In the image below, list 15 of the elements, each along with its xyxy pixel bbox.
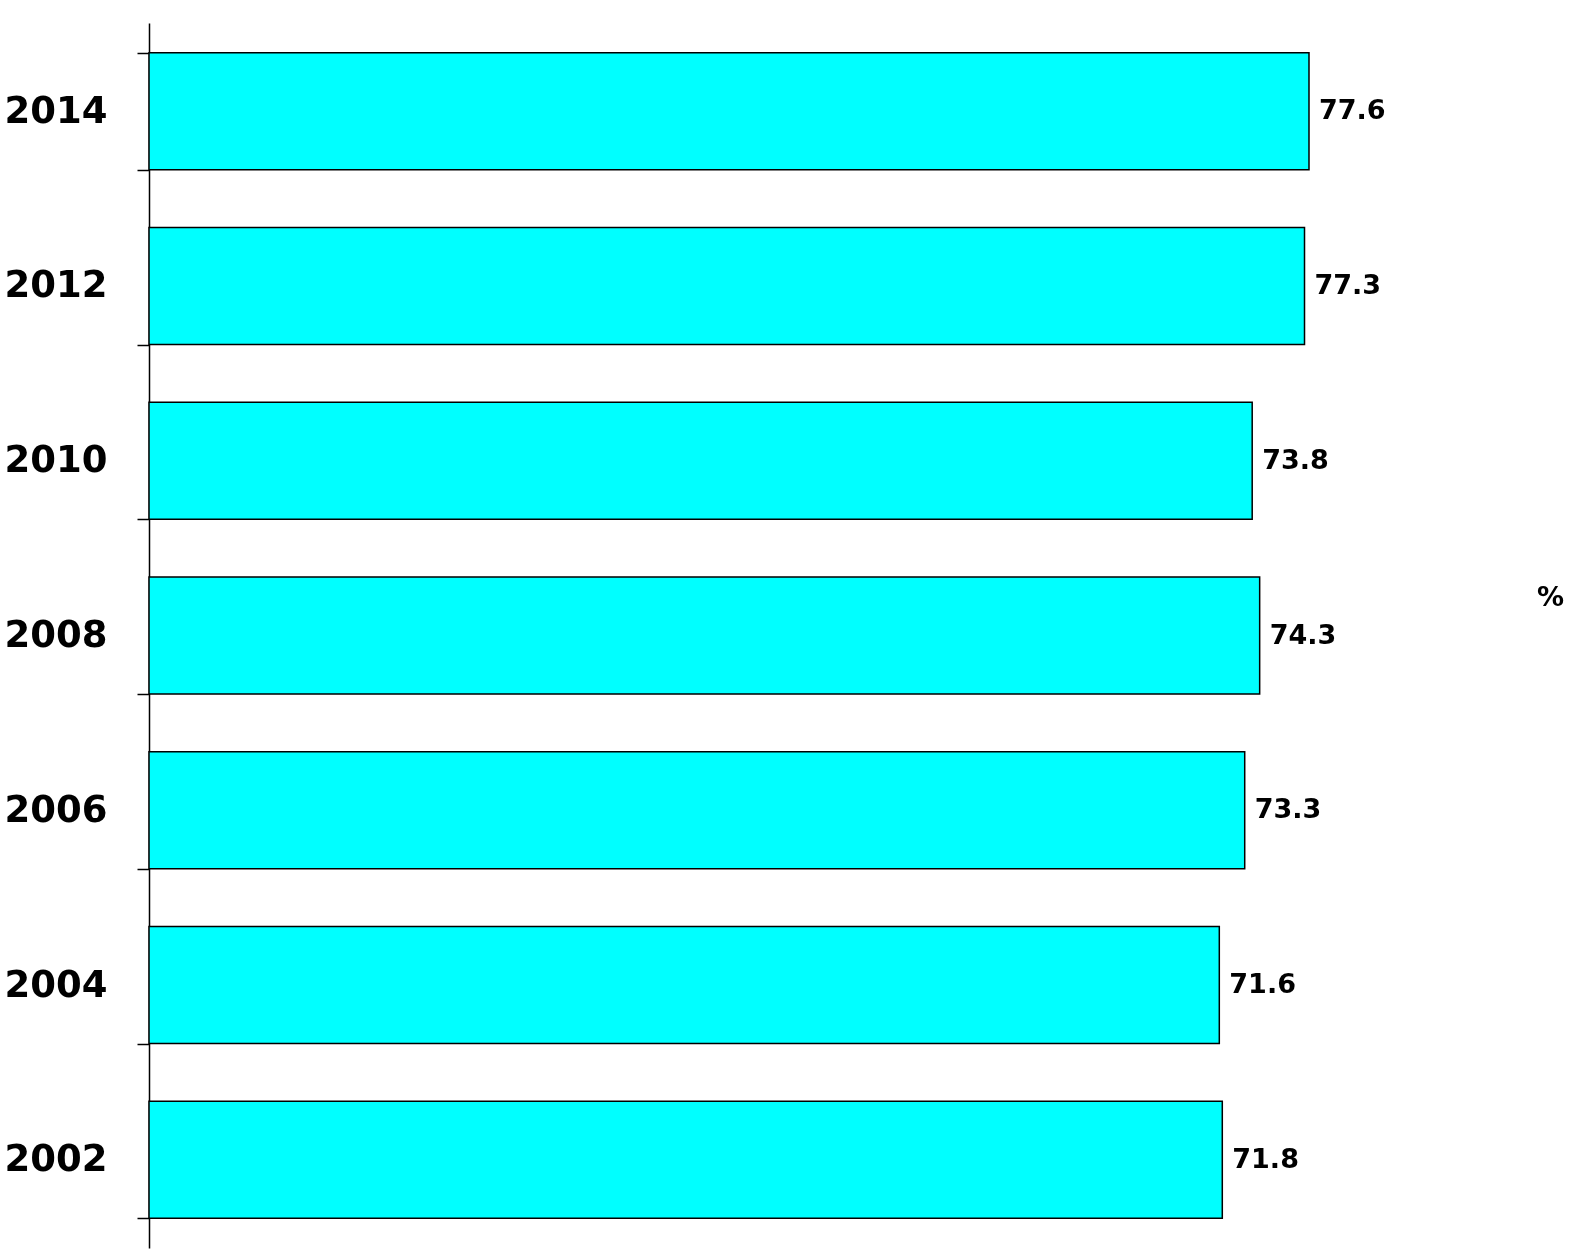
data-label: 77.3 bbox=[1314, 269, 1382, 300]
data-label: 71.6 bbox=[1229, 968, 1296, 999]
data-label: 73.8 bbox=[1262, 443, 1329, 475]
y-tick-label: 2002 bbox=[4, 1137, 108, 1181]
text: % bbox=[1536, 580, 1564, 612]
y-tick-label: 2008 bbox=[4, 613, 108, 656]
data-label: 77.6 bbox=[1319, 94, 1386, 126]
y-tick-label: 2004 bbox=[4, 962, 108, 1006]
y-tick-label: 2010 bbox=[4, 438, 108, 482]
y-tick-label: 2014 bbox=[4, 88, 108, 132]
data-label: 74.3 bbox=[1269, 618, 1337, 650]
data-label: 71.8 bbox=[1232, 1142, 1299, 1174]
data-label: 73.3 bbox=[1254, 793, 1322, 825]
y-tick-label: 2012 bbox=[4, 263, 108, 307]
y-tick-label: 2006 bbox=[4, 787, 108, 831]
